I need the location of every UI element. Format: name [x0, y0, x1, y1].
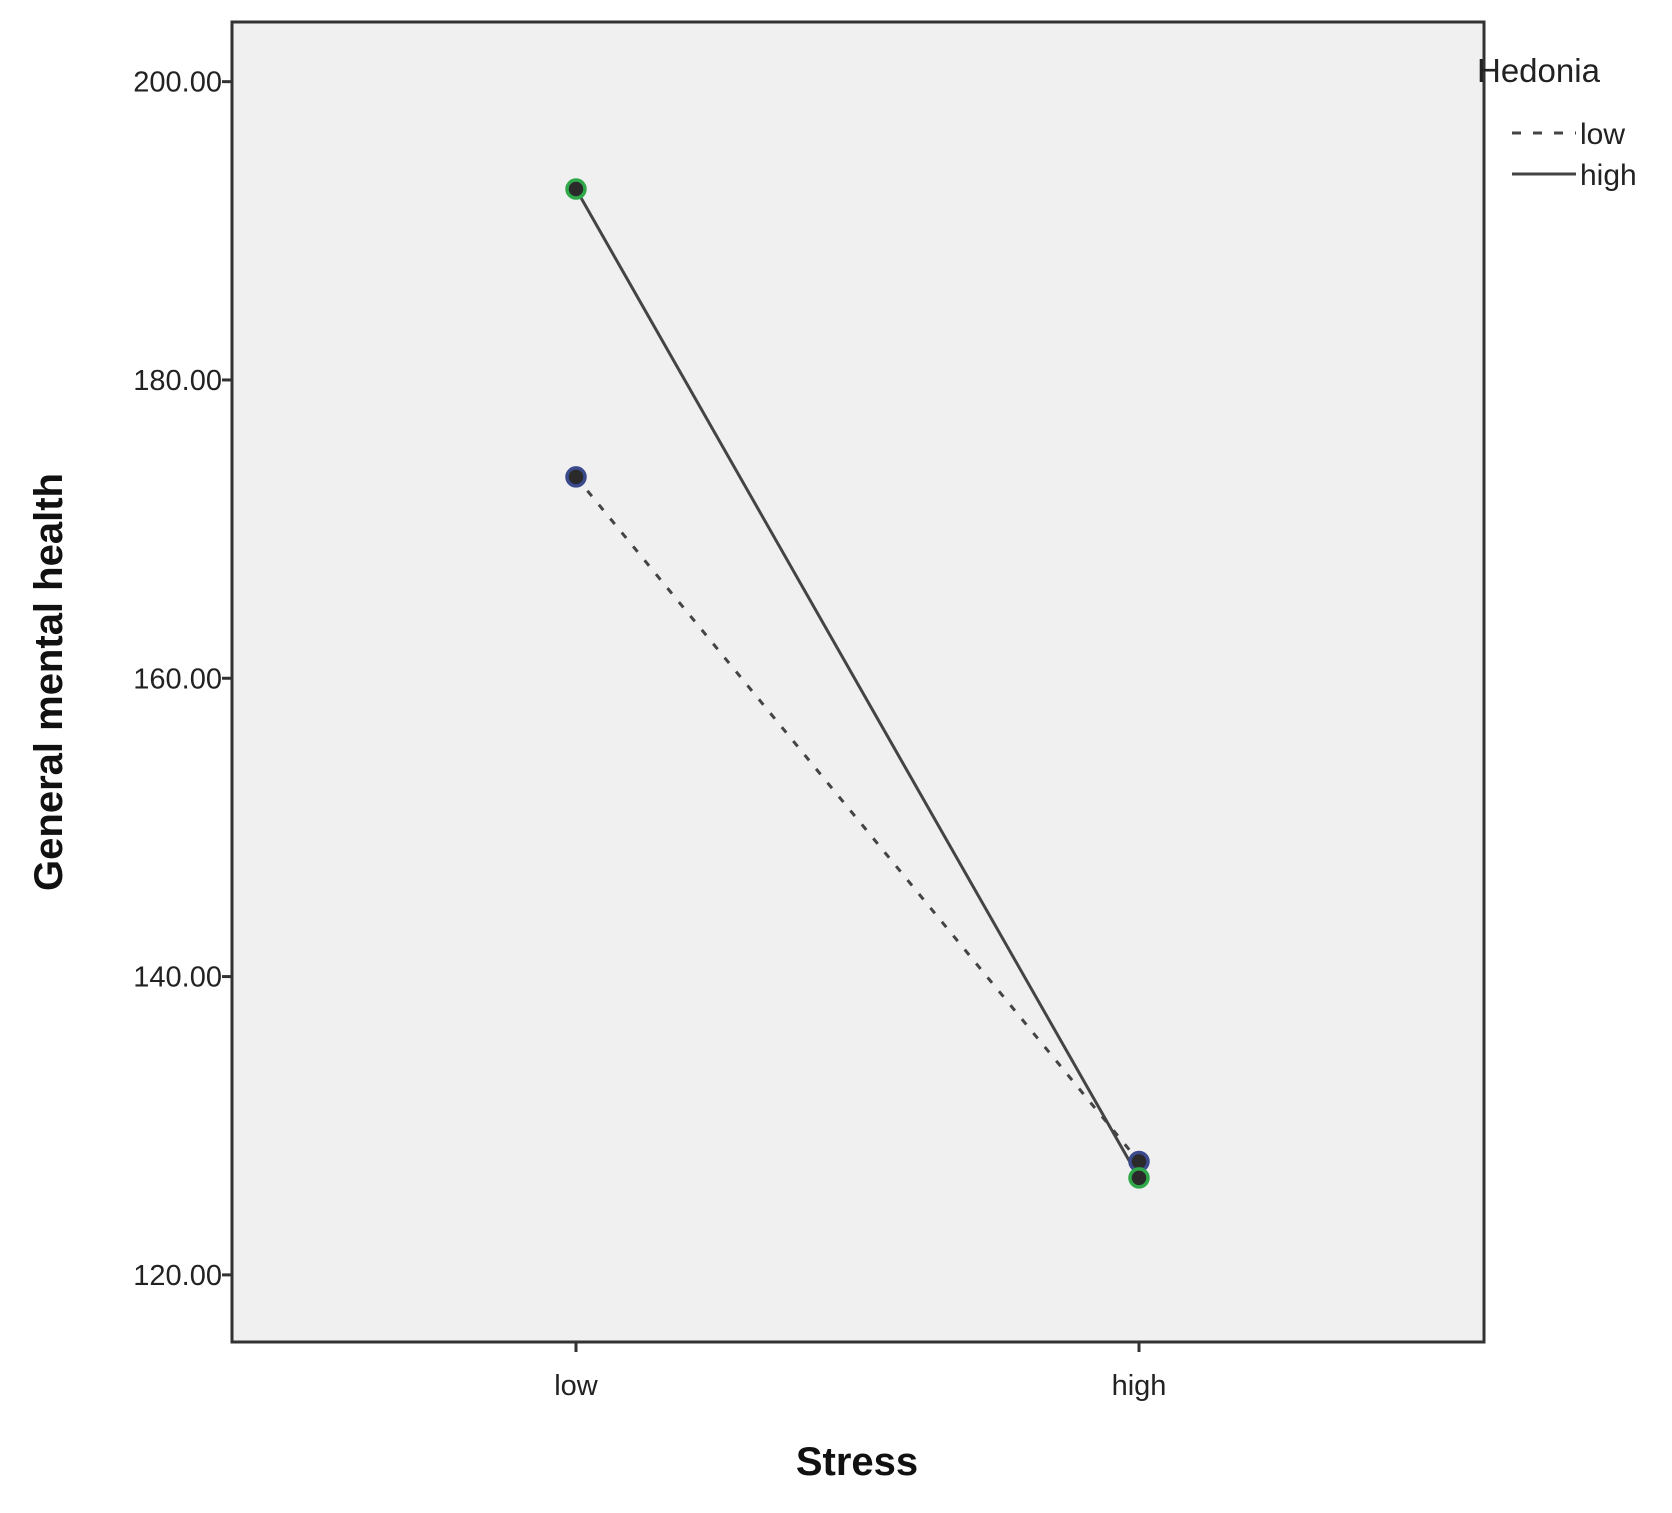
- series-layer: [565, 178, 1150, 1189]
- series-line-low: [574, 475, 1141, 1163]
- y-axis: 120.00 140.00 160.00 180.00 200.00: [133, 67, 232, 1292]
- x-tick-label: high: [1112, 1370, 1167, 1402]
- y-axis-title: General mental health: [27, 473, 71, 891]
- data-point-high: [1128, 1167, 1150, 1189]
- x-axis-title: Stress: [796, 1440, 918, 1484]
- y-tick-label: 200.00: [133, 67, 222, 99]
- legend-title: Hedonia: [1477, 52, 1601, 89]
- data-point-high: [565, 178, 587, 200]
- y-tick-label: 160.00: [133, 663, 222, 695]
- legend-label-high: high: [1580, 159, 1637, 192]
- legend-label-low: low: [1580, 118, 1625, 151]
- series-line-high: [574, 188, 1141, 1179]
- y-tick-label: 180.00: [133, 365, 222, 397]
- data-point-low: [565, 466, 587, 488]
- y-tick-label: 120.00: [133, 1260, 222, 1292]
- y-tick-label: 140.00: [133, 962, 222, 994]
- legend: Hedonia low high: [1477, 52, 1637, 192]
- x-tick-label: low: [554, 1370, 599, 1402]
- x-axis: low high: [554, 1342, 1166, 1402]
